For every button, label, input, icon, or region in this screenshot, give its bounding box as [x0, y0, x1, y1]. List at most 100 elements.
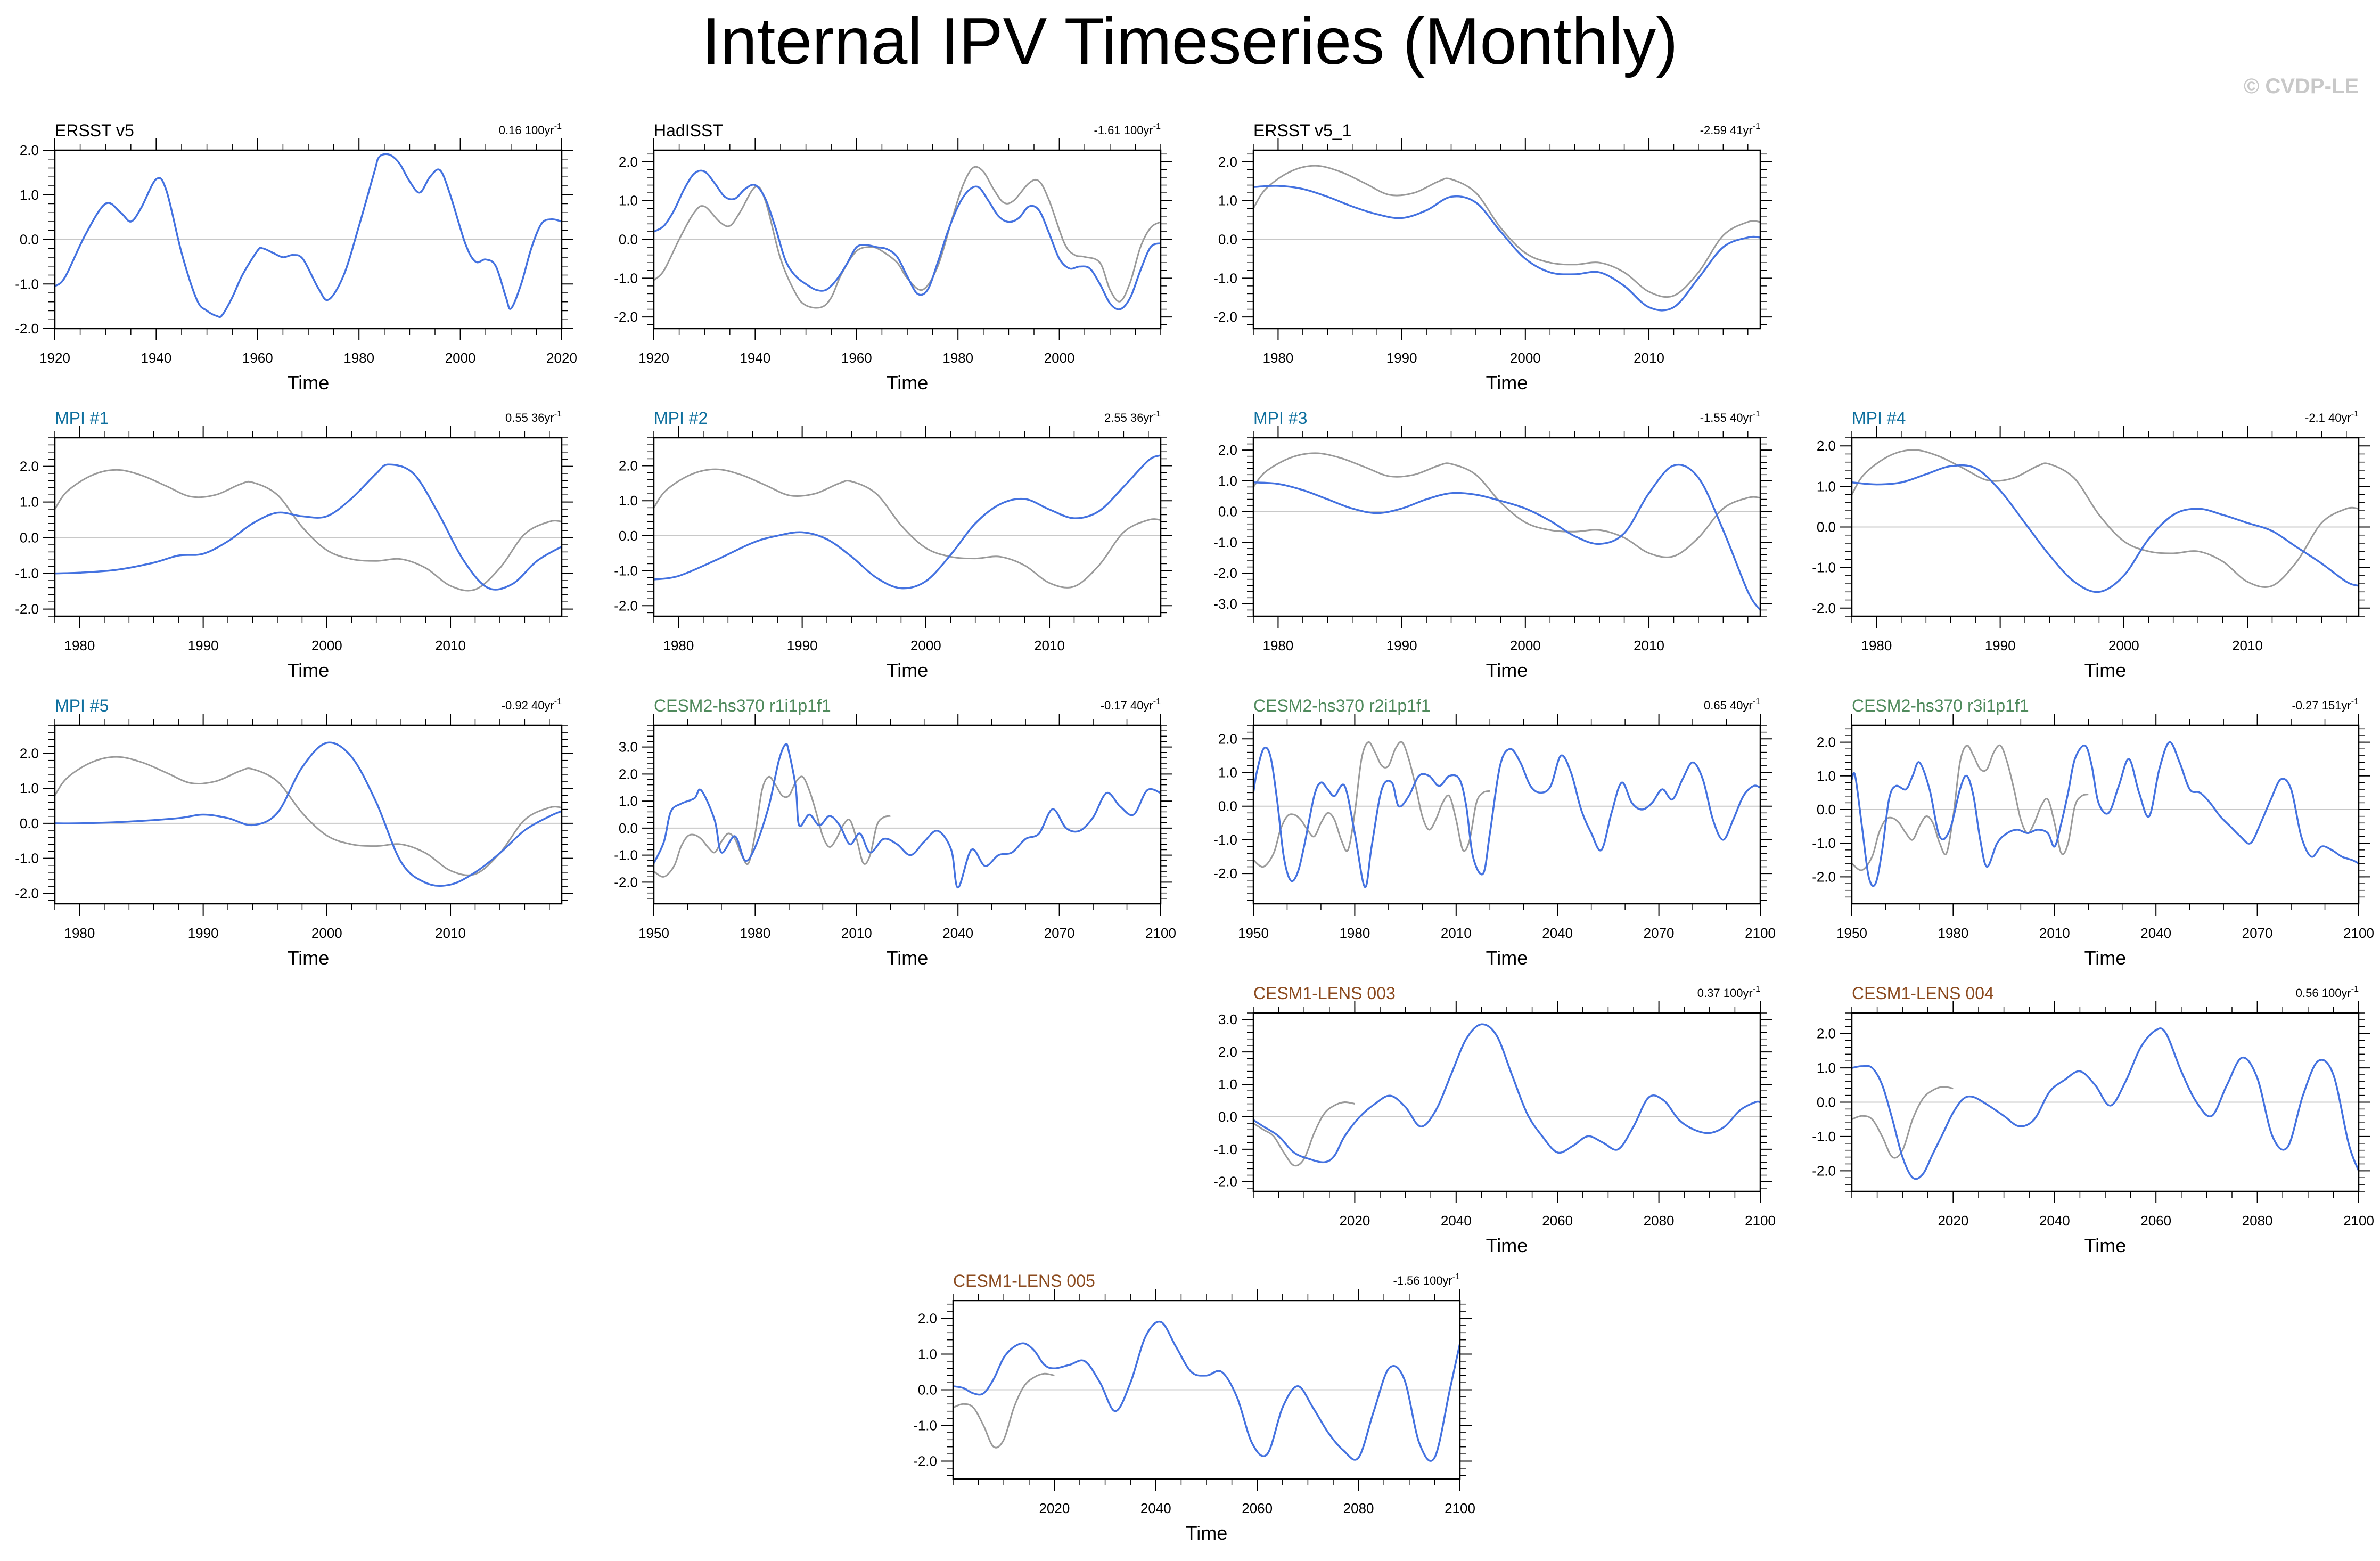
- y-tick-label: 1.0: [20, 494, 39, 510]
- x-tick-label: 1980: [1861, 638, 1892, 653]
- chart-panel: 1980 1990 2000 2010 2.0 1.0 0.0 -1.0 -2.0 MPI #2 2…: [614, 408, 1172, 681]
- x-tick-label: 2080: [1343, 1500, 1374, 1516]
- x-tick-label: 2010: [1441, 925, 1472, 941]
- trend-label: -1.55 40yr-1: [1700, 410, 1760, 424]
- x-tick-label: 1940: [141, 350, 171, 366]
- series-line: [654, 169, 1161, 310]
- trend-label: 0.65 40yr-1: [1704, 697, 1760, 712]
- y-tick-label: 2.0: [1817, 734, 1836, 750]
- x-tick-label: 1950: [1238, 925, 1269, 941]
- y-tick-label: 1.0: [1218, 193, 1237, 209]
- chart-panel: 1980 1990 2000 2010 2.0 1.0 0.0 -1.0 -2.0 MPI #5 -…: [15, 696, 573, 969]
- x-tick-label: 2100: [1745, 925, 1776, 941]
- plot-frame: [1851, 724, 2360, 905]
- x-tick-label: 2070: [2242, 925, 2273, 941]
- panel-title: CESM2-hs370 r1i1p1f1: [654, 696, 831, 715]
- reference-line: [1852, 744, 2089, 871]
- y-tick-label: 0.0: [1218, 504, 1237, 520]
- x-tick-label: 1980: [663, 638, 694, 653]
- x-tick-label: 2070: [1644, 925, 1675, 941]
- x-tick-label: 1990: [188, 925, 219, 941]
- reference-line: [1852, 1085, 1954, 1159]
- x-tick-label: 2020: [1938, 1213, 1968, 1229]
- x-tick-label: 1960: [841, 350, 872, 366]
- x-tick-label: 1980: [1263, 638, 1294, 653]
- y-tick-label: 0.0: [1817, 1094, 1836, 1110]
- panel-title: CESM2-hs370 r2i1p1f1: [1253, 696, 1431, 715]
- x-tick-label: 1980: [343, 350, 374, 366]
- chart-panel: 1980 1990 2000 2010 2.0 1.0 0.0 -1.0 -2.0 -3.0 MPI…: [1213, 408, 1772, 681]
- series-line: [55, 741, 562, 887]
- y-tick-label: 2.0: [1817, 438, 1836, 454]
- x-tick-label: 1950: [1836, 925, 1867, 941]
- reference-line: [1253, 165, 1760, 298]
- x-tick-label: 2010: [1634, 638, 1664, 653]
- x-tick-label: 2040: [2039, 1213, 2070, 1229]
- y-tick-label: 2.0: [918, 1311, 937, 1327]
- x-tick-label: 2070: [1044, 925, 1075, 941]
- y-tick-label: 1.0: [1218, 764, 1237, 780]
- x-tick-label: 1990: [1985, 638, 2016, 653]
- plot-frame: [1851, 1012, 2360, 1192]
- series-line: [1253, 1023, 1760, 1164]
- trend-label: -2.1 40yr-1: [2305, 410, 2359, 424]
- series-line: [1852, 741, 2359, 887]
- reference-line: [1852, 449, 2359, 588]
- panel-title: CESM1-LENS 003: [1253, 984, 1396, 1003]
- x-axis-label: Time: [1486, 1235, 1528, 1256]
- reference-line: [1253, 1101, 1355, 1167]
- x-tick-label: 2100: [1145, 925, 1176, 941]
- y-tick-label: -1.0: [1213, 832, 1237, 848]
- x-tick-label: 2080: [1644, 1213, 1675, 1229]
- x-tick-label: 1990: [1386, 638, 1417, 653]
- y-tick-label: 0.0: [918, 1382, 937, 1398]
- y-tick-label: 1.0: [918, 1346, 937, 1362]
- y-tick-label: 1.0: [20, 187, 39, 203]
- y-tick-label: 0.0: [20, 530, 39, 546]
- series-line: [1253, 747, 1760, 888]
- trend-label: -0.92 40yr-1: [502, 697, 562, 712]
- y-tick-label: 0.0: [619, 528, 638, 544]
- x-tick-label: 2000: [1510, 350, 1541, 366]
- plot-frame: [653, 437, 1162, 617]
- x-tick-label: 2000: [910, 638, 941, 653]
- reference-line: [654, 775, 891, 878]
- y-tick-label: -1.0: [1812, 835, 1836, 851]
- panel-title: MPI #2: [654, 408, 708, 428]
- y-tick-label: -2.0: [1812, 869, 1836, 885]
- y-tick-label: 0.0: [1218, 1109, 1237, 1125]
- y-tick-label: -3.0: [1213, 596, 1237, 612]
- x-tick-label: 1980: [1339, 925, 1370, 941]
- x-axis-label: Time: [1486, 372, 1528, 394]
- y-tick-label: 1.0: [619, 193, 638, 209]
- y-tick-label: -1.0: [1812, 560, 1836, 576]
- x-tick-label: 1940: [740, 350, 770, 366]
- y-tick-label: -2.0: [1812, 1163, 1836, 1179]
- chart-panel: 1980 1990 2000 2010 2.0 1.0 0.0 -1.0 -2.0 MPI #4 -…: [1812, 408, 2370, 681]
- y-tick-label: -2.0: [614, 874, 638, 890]
- y-tick-label: 0.0: [1218, 232, 1237, 248]
- x-axis-label: Time: [2084, 659, 2127, 681]
- trend-label: -0.17 40yr-1: [1101, 697, 1161, 712]
- x-tick-label: 2000: [445, 350, 476, 366]
- x-tick-label: 2010: [2039, 925, 2070, 941]
- chart-panel: 1950 1980 2010 2040 2070 2100 3.0 2.0 1.0 0.0 -1.0…: [614, 696, 1176, 969]
- y-tick-label: -2.0: [1213, 865, 1237, 881]
- x-tick-label: 2000: [311, 925, 342, 941]
- panel-title: MPI #5: [55, 696, 109, 715]
- x-axis-label: Time: [2084, 1235, 2127, 1256]
- trend-label: -2.59 41yr-1: [1700, 122, 1760, 137]
- x-axis-label: Time: [887, 947, 929, 969]
- y-tick-label: 1.0: [1817, 478, 1836, 494]
- x-tick-label: 2020: [1039, 1500, 1070, 1516]
- trend-label: 0.55 36yr-1: [505, 410, 562, 424]
- series-line: [1852, 464, 2359, 593]
- series-line: [1253, 185, 1760, 312]
- x-axis-label: Time: [288, 659, 330, 681]
- x-tick-label: 2100: [2343, 925, 2374, 941]
- credit-label: © CVDP-LE: [2243, 75, 2359, 98]
- y-tick-label: -1.0: [1213, 1141, 1237, 1157]
- x-tick-label: 2000: [2108, 638, 2139, 653]
- panel-title: MPI #1: [55, 408, 109, 428]
